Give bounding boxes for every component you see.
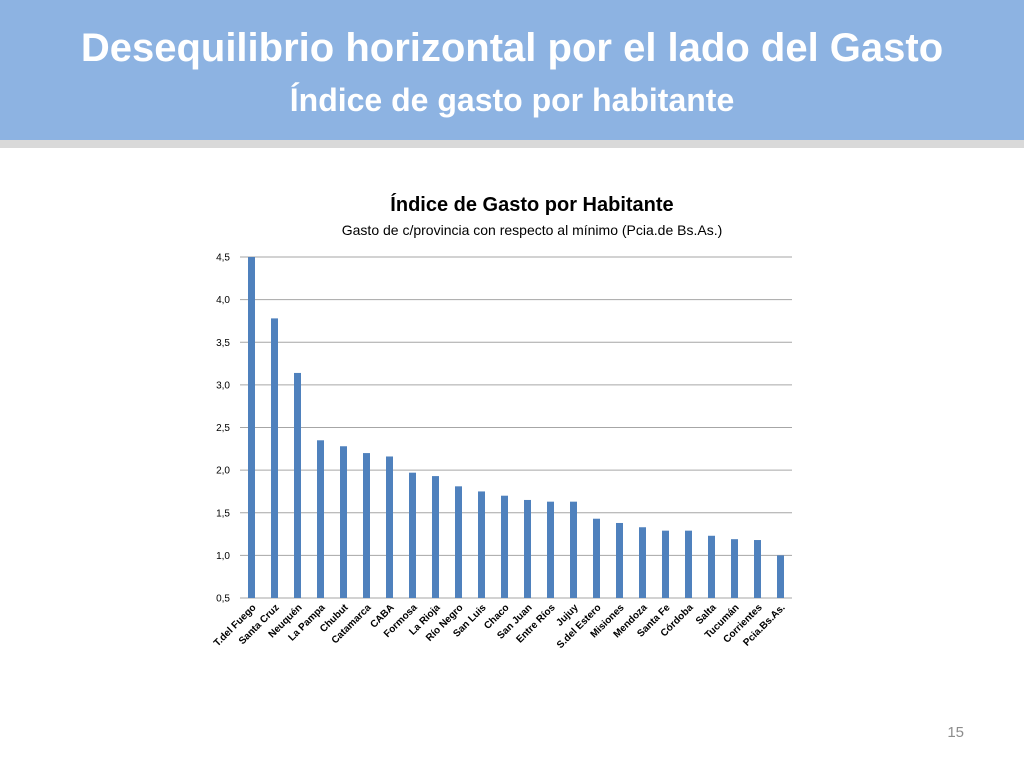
header-divider [0,140,1024,148]
bar [363,453,370,598]
gridlines [240,256,792,599]
bar [547,501,554,598]
slide-title: Desequilibrio horizontal por el lado del… [80,26,944,70]
chart-title: Índice de Gasto por Habitante [390,193,673,216]
slide-number: 15 [947,724,964,741]
bar [662,530,669,598]
bar [340,446,347,598]
bar [478,491,485,598]
bar [409,472,416,598]
bar [432,476,439,598]
bar [317,440,324,598]
y-tick-label: 2,5 [216,423,230,434]
y-tick-label: 1,0 [216,551,230,562]
bar [570,501,577,598]
bar [271,318,278,598]
bar [501,495,508,598]
y-tick-label: 0,5 [216,594,230,605]
y-tick-label: 4,0 [216,295,230,306]
y-tick-label: 3,5 [216,338,230,349]
bar [777,555,784,598]
bar [639,527,646,598]
y-tick-label: 2,0 [216,466,230,477]
bars [248,257,784,598]
y-tick-label: 3,0 [216,380,230,391]
slide-subtitle: Índice de gasto por habitante [289,82,735,118]
y-tick-label: 1,5 [216,508,230,519]
bar [386,456,393,598]
bar-chart: Índice de Gasto por Habitante Gasto de c… [212,193,792,651]
bar [616,522,623,598]
bar [731,539,738,598]
bar [593,518,600,598]
bar [685,530,692,598]
slide-header: Desequilibrio horizontal por el lado del… [0,0,1024,140]
bar [524,499,531,598]
bar [455,486,462,598]
chart-subtitle: Gasto de c/provincia con respecto al mín… [342,222,723,238]
bar [294,372,301,598]
y-axis-ticks: 0,5 1,0 1,5 2,0 2,5 3,0 3,5 4,0 4,5 [216,253,230,605]
bar [248,257,255,598]
bar [708,535,715,598]
bar [754,540,761,598]
y-tick-label: 4,5 [216,253,230,264]
